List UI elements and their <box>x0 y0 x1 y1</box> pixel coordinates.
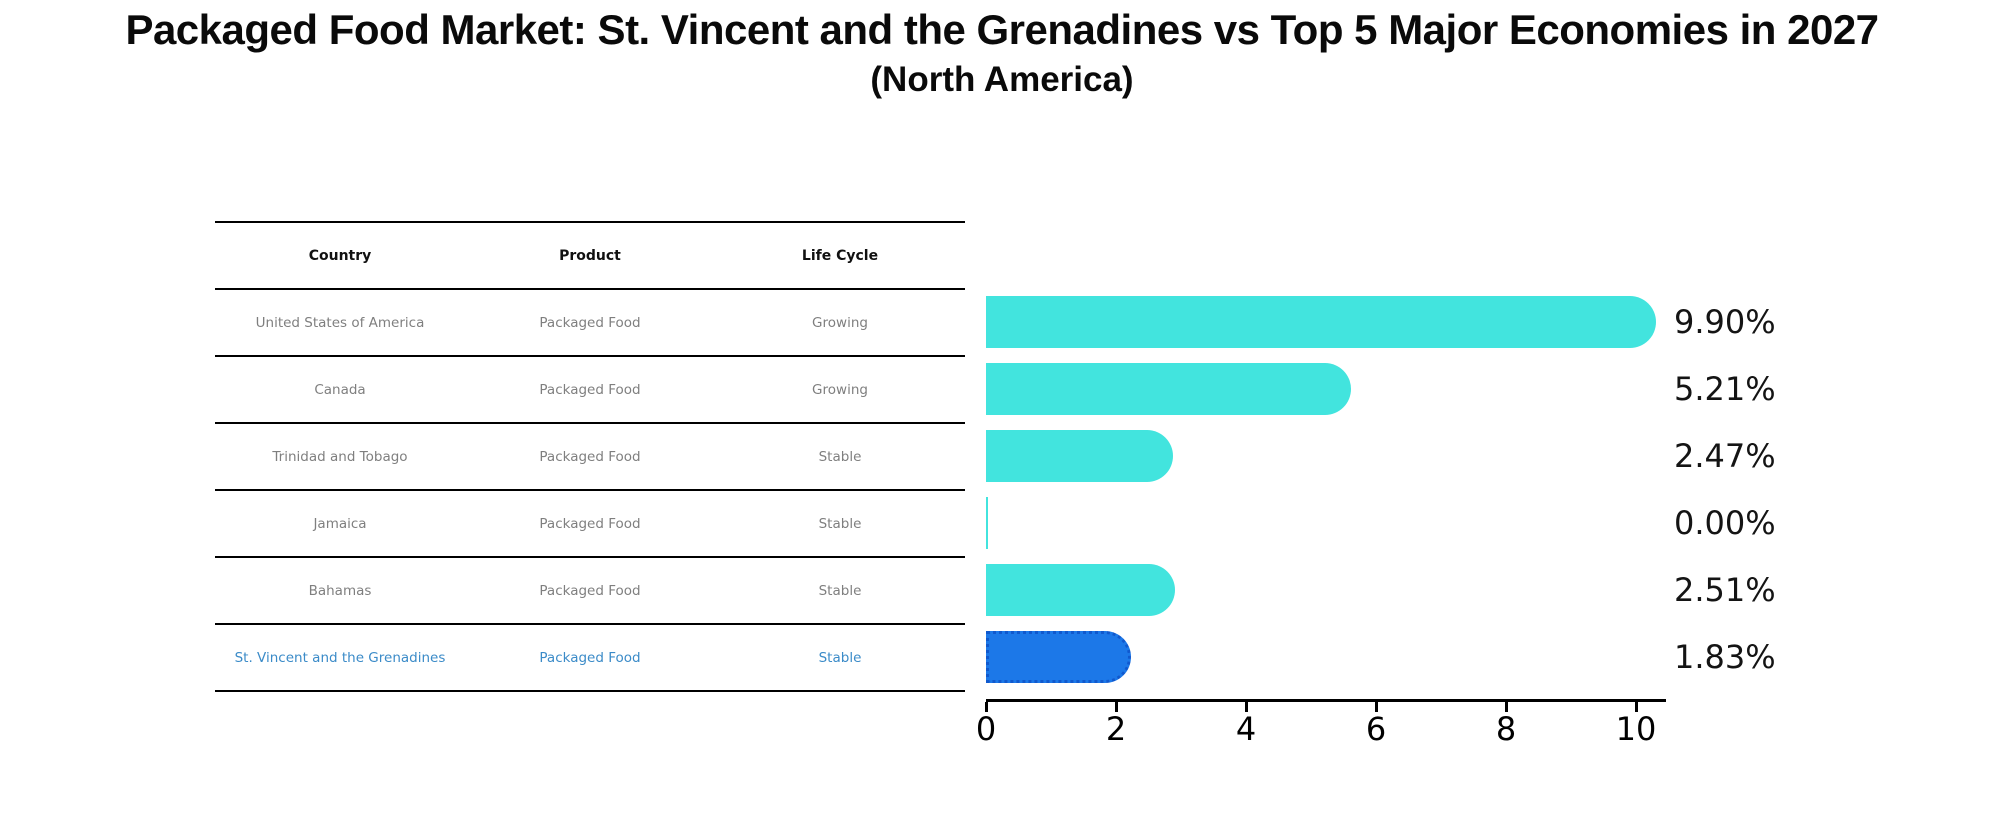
table-row: Trinidad and Tobago Packaged Food Stable <box>215 424 965 491</box>
cell-country: United States of America <box>255 314 425 331</box>
bar-value-label: 5.21% <box>1674 369 1776 408</box>
cell-life-cycle: Stable <box>818 649 862 666</box>
x-axis-tickmark <box>1504 702 1508 712</box>
cell-life-cycle: Growing <box>812 314 868 331</box>
cell-product: Packaged Food <box>539 314 641 331</box>
cell-life-cycle: Growing <box>812 381 868 398</box>
cell-country: Canada <box>314 381 366 398</box>
cell-country: Bahamas <box>308 582 372 599</box>
bar-united-states-of-america <box>986 295 1656 348</box>
bar-value-label: 9.90% <box>1674 302 1776 341</box>
cell-product: Packaged Food <box>539 649 641 666</box>
cell-product: Packaged Food <box>539 381 641 398</box>
chart-title: Packaged Food Market: St. Vincent and th… <box>125 6 1879 53</box>
bar-canada <box>986 362 1351 415</box>
bar-value-label: 2.51% <box>1674 570 1776 609</box>
x-axis-tickmark <box>984 702 988 712</box>
table-header-row: Country Product Life Cycle <box>215 223 965 290</box>
col-header-product: Product <box>559 247 621 264</box>
x-axis-tickmark <box>1634 702 1638 712</box>
bar-value-label: 1.83% <box>1674 637 1776 676</box>
table-row: United States of America Packaged Food Gro… <box>215 290 965 357</box>
cell-life-cycle: Stable <box>818 515 862 532</box>
table-body: United States of America Packaged Food Gro… <box>215 290 965 692</box>
x-axis-tick-label: 2 <box>1105 710 1127 748</box>
cell-life-cycle: Stable <box>818 448 862 465</box>
cell-country: St. Vincent and the Grenadines <box>234 649 446 666</box>
x-axis-tick-label: 4 <box>1235 710 1257 748</box>
bar-jamaica <box>986 496 988 549</box>
table-row: Jamaica Packaged Food Stable <box>215 491 965 558</box>
cell-country: Trinidad and Tobago <box>272 448 408 465</box>
bar-trinidad-and-tobago <box>986 429 1173 482</box>
cell-product: Packaged Food <box>539 515 641 532</box>
x-axis-tickmark <box>1244 702 1248 712</box>
chart-subtitle: (North America) <box>870 60 1134 99</box>
bar-value-label: 2.47% <box>1674 436 1776 475</box>
x-axis-tick-label: 0 <box>975 710 997 748</box>
x-axis-tickmark <box>1114 702 1118 712</box>
cell-product: Packaged Food <box>539 582 641 599</box>
cell-life-cycle: Stable <box>818 582 862 599</box>
x-axis-tick-label: 8 <box>1495 710 1517 748</box>
x-axis-tick-label: 10 <box>1615 710 1657 748</box>
x-axis-line <box>986 699 1666 702</box>
bar-value-label: 0.00% <box>1674 503 1776 542</box>
bar-st-vincent-and-the-grenadines <box>986 630 1131 683</box>
cell-country: Jamaica <box>313 515 367 532</box>
comparison-table: Country Product Life Cycle United States… <box>215 221 965 692</box>
col-header-country: Country <box>308 247 372 264</box>
x-axis-tickmark <box>1374 702 1378 712</box>
col-header-lifecycle: Life Cycle <box>801 247 879 264</box>
table-row: Canada Packaged Food Growing <box>215 357 965 424</box>
table-row: St. Vincent and the Grenadines Packaged F… <box>215 625 965 692</box>
table-row: Bahamas Packaged Food Stable <box>215 558 965 625</box>
bar-bahamas <box>986 563 1176 616</box>
cell-product: Packaged Food <box>539 448 641 465</box>
x-axis-tick-label: 6 <box>1365 710 1387 748</box>
